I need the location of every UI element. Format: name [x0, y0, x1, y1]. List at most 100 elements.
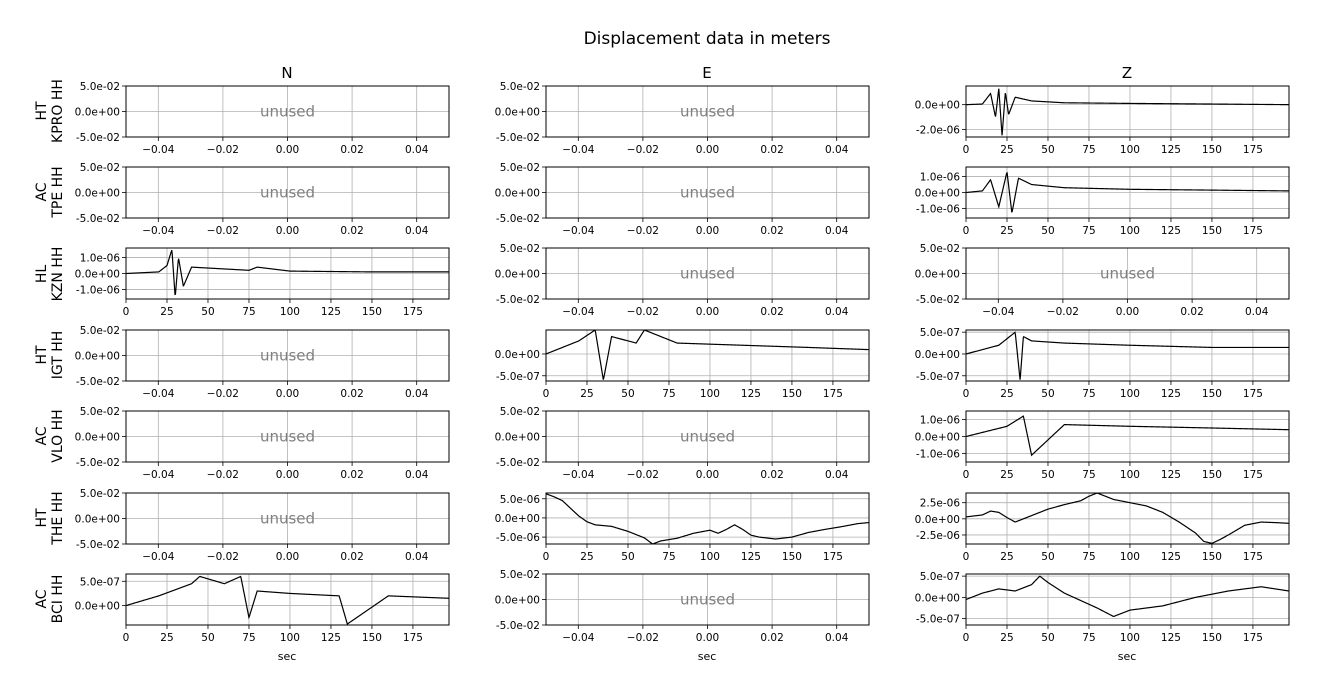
x-tick-label: 75 — [242, 632, 255, 644]
panel-frame — [125, 247, 450, 300]
y-tick-label: 0.0e+00 — [915, 514, 960, 526]
y-tick-label: 5.0e-02 — [920, 243, 960, 255]
panel-frame — [965, 573, 1290, 626]
x-tick-label: 0 — [963, 469, 970, 481]
y-tick-label: -5.0e-02 — [76, 213, 120, 225]
panel-r4-c2: 0 25 50 75 100 125 150 175 1.0e-06 0.0e+00 -1.0e-0… — [915, 410, 1290, 481]
x-tick-label: 150 — [1202, 551, 1222, 563]
y-tick-label: 0.0e+00 — [495, 432, 540, 444]
x-tick-label: −0.04 — [142, 225, 174, 237]
panel-r4-c1: −0.04 −0.02 0.00 0.02 0.04 5.0e-02 0.0e+00 -5.0… — [495, 406, 870, 481]
y-tick-label: 5.0e-02 — [80, 325, 120, 337]
x-tick-label: −0.02 — [627, 306, 659, 318]
x-tick-label: 75 — [1082, 388, 1095, 400]
panel-r3-c0: −0.04 −0.02 0.00 0.02 0.04 5.0e-02 0.0e+00 -5.0… — [75, 325, 450, 400]
x-tick-label: −0.04 — [142, 388, 174, 400]
row-label-2: HL KZN HH — [34, 247, 66, 302]
y-tick-label: -5.0e-07 — [916, 371, 960, 383]
x-tick-label: 150 — [362, 306, 382, 318]
y-tick-label: 5.0e-07 — [920, 571, 960, 583]
trace-line — [126, 249, 449, 296]
row-label-4: AC VLO HH — [34, 409, 66, 462]
y-tick-label: -5.0e-02 — [76, 132, 120, 144]
x-tick-label: 0.04 — [825, 306, 849, 318]
panel-frame — [545, 573, 870, 626]
x-tick-label: 50 — [201, 306, 214, 318]
y-tick-label: 0.0e+00 — [495, 269, 540, 281]
y-tick-label: 5.0e-02 — [80, 406, 120, 418]
x-tick-label: 0.04 — [825, 632, 849, 644]
panel-r4-c0: −0.04 −0.02 0.00 0.02 0.04 5.0e-02 0.0e+00 -5.0… — [75, 406, 450, 481]
y-tick-label: 0.0e+00 — [495, 107, 540, 119]
x-tick-label: 75 — [662, 388, 675, 400]
x-tick-label: 75 — [1082, 225, 1095, 237]
x-tick-label: 0.02 — [340, 551, 363, 563]
x-tick-label: 100 — [1120, 551, 1140, 563]
x-tick-label: 100 — [1120, 632, 1140, 644]
x-tick-label: 25 — [580, 551, 593, 563]
panel-frame — [125, 573, 450, 626]
row-network-label: AC — [34, 182, 50, 201]
x-tick-label: 125 — [1161, 225, 1181, 237]
y-tick-label: 0.0e+00 — [75, 188, 120, 200]
x-tick-label: 0.04 — [825, 144, 849, 156]
unused-label: unused — [680, 591, 735, 609]
panel-frame — [965, 492, 1290, 545]
row-station-label: THE HH — [50, 491, 66, 545]
panel-frame — [125, 410, 450, 463]
panel-r1-c0: −0.04 −0.02 0.00 0.02 0.04 5.0e-02 0.0e+00 -5.0… — [75, 162, 450, 237]
row-network-label: HT — [34, 508, 50, 528]
x-tick-label: 0.02 — [340, 225, 363, 237]
x-tick-label: 0 — [123, 632, 130, 644]
x-tick-label: 125 — [1161, 551, 1181, 563]
x-tick-label: −0.04 — [142, 144, 174, 156]
x-tick-label: 175 — [1243, 469, 1263, 481]
y-tick-label: -5.0e-02 — [496, 457, 540, 469]
x-tick-label: 100 — [1120, 225, 1140, 237]
x-tick-label: 75 — [662, 551, 675, 563]
x-tick-label: −0.04 — [562, 225, 594, 237]
x-tick-label: 100 — [280, 632, 300, 644]
x-tick-label: 0.00 — [276, 225, 299, 237]
x-tick-label: 0 — [963, 551, 970, 563]
x-tick-label: 125 — [741, 551, 761, 563]
x-tick-label: 0.04 — [405, 144, 429, 156]
panel-r2-c2: −0.04 −0.02 0.00 0.02 0.04 5.0e-02 0.0e+00 -5.0… — [915, 243, 1290, 318]
unused-label: unused — [260, 184, 315, 202]
x-tick-label: 100 — [1120, 388, 1140, 400]
x-tick-label: 50 — [1041, 144, 1054, 156]
x-tick-label: 150 — [1202, 225, 1222, 237]
x-tick-label: 0 — [963, 144, 970, 156]
x-tick-label: 0.04 — [1245, 306, 1269, 318]
x-tick-label: 175 — [1243, 551, 1263, 563]
y-tick-label: 0.0e+00 — [75, 432, 120, 444]
x-tick-label: 125 — [1161, 632, 1181, 644]
x-tick-label: 150 — [1202, 388, 1222, 400]
x-tick-label: 25 — [160, 306, 173, 318]
x-tick-label: 0 — [543, 551, 550, 563]
x-tick-label: 175 — [1243, 144, 1263, 156]
y-tick-label: 0.0e+00 — [915, 592, 960, 604]
x-tick-label: 25 — [160, 632, 173, 644]
panel-r6-c0: 0 25 50 75 100 125 150 175 5.0e-07 0.0e+00 — [75, 573, 450, 644]
panel-r0-c2: 0 25 50 75 100 125 150 175 0.0e+00 -2.0e-06 — [915, 85, 1290, 156]
panel-r5-c0: −0.04 −0.02 0.00 0.02 0.04 5.0e-02 0.0e+00 -5.0… — [75, 488, 450, 563]
panel-r6-c1: −0.04 −0.02 0.00 0.02 0.04 5.0e-02 0.0e+00 -5.0… — [495, 569, 870, 644]
unused-label: unused — [680, 428, 735, 446]
x-tick-label: 0.04 — [405, 551, 429, 563]
x-tick-label: 50 — [1041, 225, 1054, 237]
row-network-label: AC — [34, 589, 50, 608]
unused-label: unused — [680, 265, 735, 283]
x-tick-label: 125 — [321, 632, 341, 644]
panel-grid: −0.04 −0.02 0.00 0.02 0.04 5.0e-02 0.0e+00 -5.0… — [75, 81, 1290, 644]
x-axis-label-e: sec — [698, 650, 717, 663]
x-tick-label: 75 — [1082, 144, 1095, 156]
panel-frame — [125, 85, 450, 138]
x-tick-label: 75 — [1082, 551, 1095, 563]
x-tick-label: 0.04 — [825, 469, 849, 481]
x-tick-label: 25 — [1000, 225, 1013, 237]
x-tick-label: −0.02 — [1047, 306, 1079, 318]
column-title-z: Z — [1122, 64, 1132, 82]
x-tick-label: 0 — [123, 306, 130, 318]
panel-frame — [545, 85, 870, 138]
